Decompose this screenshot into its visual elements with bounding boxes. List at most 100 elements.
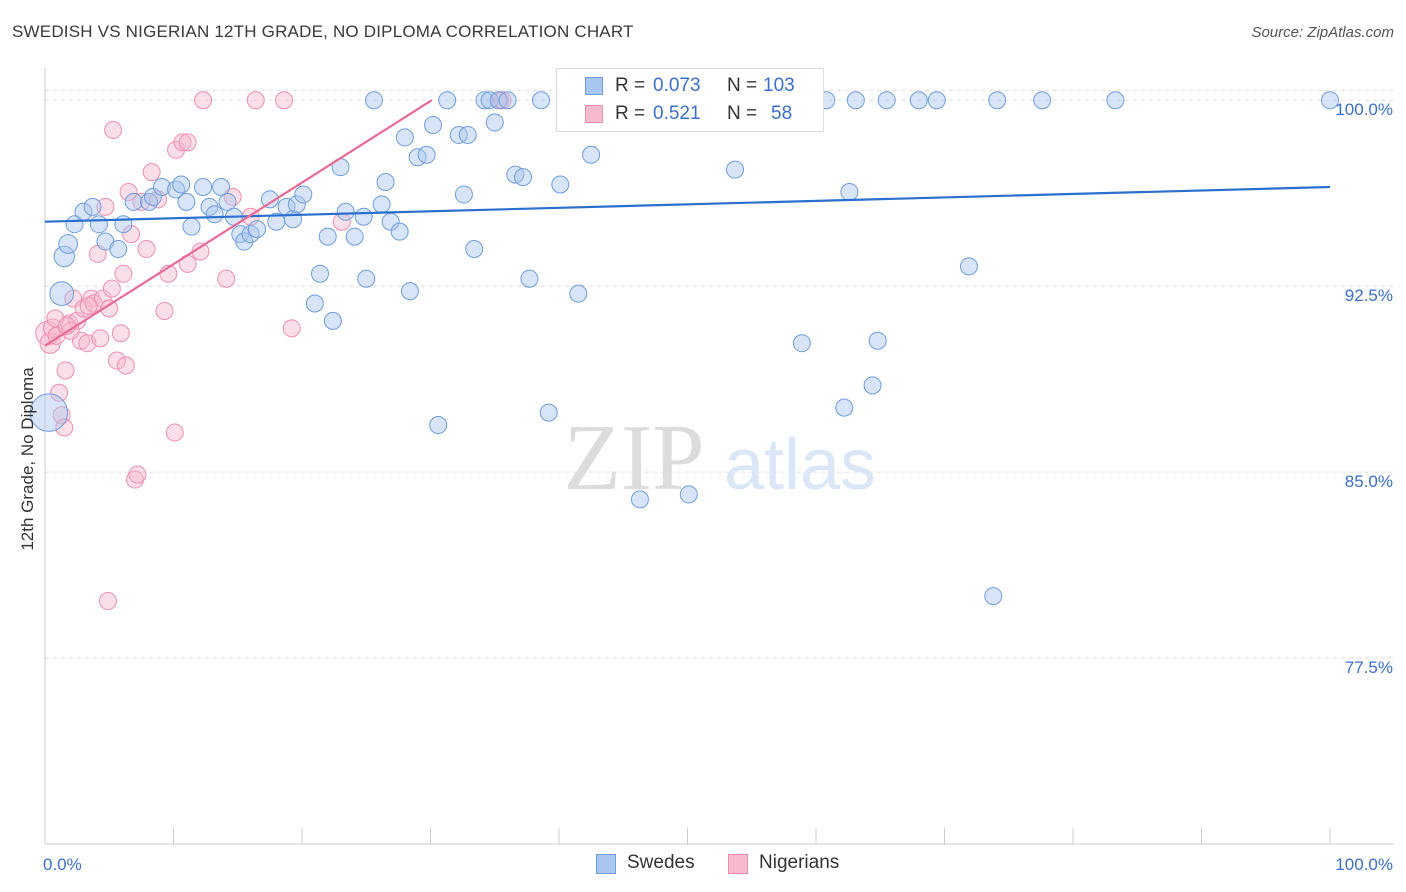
swedes-point <box>372 195 391 214</box>
nigerians-r-label: R = <box>615 103 646 124</box>
swedes-point <box>458 125 477 144</box>
swedes-points <box>29 91 1339 606</box>
nigerians-legend-swatch <box>728 854 748 874</box>
watermark-atlas: atlas <box>724 425 876 505</box>
nigerians-point <box>119 182 138 201</box>
trend-lines <box>44 99 1331 347</box>
nigerians-point <box>114 264 133 283</box>
swedes-point <box>959 257 978 276</box>
swedes-point <box>539 403 558 422</box>
swedes-point <box>260 190 279 209</box>
swedes-point <box>424 116 443 135</box>
swedes-point <box>465 239 484 258</box>
nigerians-point <box>96 197 115 216</box>
swedes-point <box>400 282 419 301</box>
nigerians-trend-line <box>44 99 433 347</box>
nigerians-point <box>104 120 123 139</box>
swedes-point <box>235 232 254 251</box>
nigerians-point <box>56 361 75 380</box>
swedes-point <box>868 331 887 350</box>
swedes-point <box>846 91 865 110</box>
swedes-point <box>336 202 355 221</box>
swedes-point <box>172 175 191 194</box>
swedes-point <box>323 311 342 330</box>
swedes-point <box>1321 91 1339 110</box>
swedes-point <box>294 185 313 204</box>
swedes-point <box>514 168 533 187</box>
nigerians-point <box>79 297 98 316</box>
swedes-point <box>49 281 75 307</box>
swedes-point <box>376 173 395 192</box>
swedes-point <box>835 398 854 417</box>
chart-title: SWEDISH VS NIGERIAN 12TH GRADE, NO DIPLO… <box>12 22 634 41</box>
swedes-point <box>248 220 267 239</box>
swedes-point <box>630 490 649 509</box>
swedes-point <box>417 145 436 164</box>
swedes-point <box>310 264 329 283</box>
swedes-point <box>114 215 133 234</box>
nigerians-point <box>74 299 93 318</box>
y-tick-label: 77.5% <box>1345 658 1393 677</box>
swedes-point <box>167 180 186 199</box>
chart-source: Source: ZipAtlas.com <box>1251 24 1394 41</box>
swedes-point <box>305 294 324 313</box>
swedes-point <box>877 91 896 110</box>
swedes-point <box>1033 91 1052 110</box>
swedes-point <box>152 178 171 197</box>
swedes-point <box>679 485 698 504</box>
y-tick-label: 92.5% <box>1345 286 1393 305</box>
swedes-point <box>909 91 928 110</box>
nigerians-point <box>98 592 117 611</box>
nigerians-point <box>194 91 213 110</box>
swedes-point <box>395 128 414 147</box>
nigerians-swatch <box>585 105 603 123</box>
swedes-point <box>182 217 201 236</box>
swedes-point <box>364 91 383 110</box>
swedes-point <box>429 416 448 435</box>
x-tick-label: 100.0% <box>1335 855 1393 874</box>
swedes-point <box>58 234 78 254</box>
legend-row-nigerians: R = 0.521 N = 58 <box>557 101 823 127</box>
swedes-point <box>988 91 1007 110</box>
swedes-point <box>284 210 303 229</box>
nigerians-point <box>50 383 69 402</box>
nigerians-point <box>100 299 119 318</box>
nigerians-point <box>116 356 135 375</box>
swedes-point <box>345 227 364 246</box>
swedes-trend-line <box>44 185 1331 223</box>
nigerians-point <box>165 423 184 442</box>
tick-labels: 100.0% 92.5% 85.0% 77.5% 0.0% 100.0% <box>43 100 1393 874</box>
nigerians-point <box>223 187 242 206</box>
swedes-point <box>53 245 75 268</box>
swedes-point <box>475 91 494 110</box>
swedes-point <box>551 175 570 194</box>
swedes-point <box>498 91 517 110</box>
swedes-point <box>143 187 162 206</box>
nigerians-point <box>128 465 147 484</box>
nigerians-point <box>178 133 197 152</box>
swedes-r-value: 0.073 <box>653 75 701 96</box>
swedes-point <box>438 91 457 110</box>
nigerians-point <box>107 351 126 370</box>
swedes-legend-swatch <box>596 854 616 874</box>
swedes-point <box>212 178 231 197</box>
swedes-point <box>582 145 601 164</box>
swedes-n-label: N = <box>727 75 758 96</box>
nigerians-point <box>282 319 301 338</box>
swedes-point <box>927 91 946 110</box>
swedes-point <box>29 393 69 432</box>
swedes-n-value: 103 <box>763 75 795 96</box>
nigerians-point <box>142 163 161 182</box>
swedes-point <box>89 215 108 234</box>
swedes-point <box>840 182 859 201</box>
swedes-point <box>569 284 588 303</box>
stats-legend: R = 0.073 N = 103 R = 0.521 N = 58 <box>556 68 824 132</box>
y-tick-label: 85.0% <box>1345 472 1393 491</box>
nigerians-point <box>137 239 156 258</box>
nigerians-point <box>55 418 74 437</box>
gridlines <box>45 89 1394 659</box>
nigerians-point <box>155 301 174 320</box>
nigerians-point <box>91 329 110 348</box>
swedes-point <box>205 205 224 224</box>
swedes-point <box>485 113 504 132</box>
